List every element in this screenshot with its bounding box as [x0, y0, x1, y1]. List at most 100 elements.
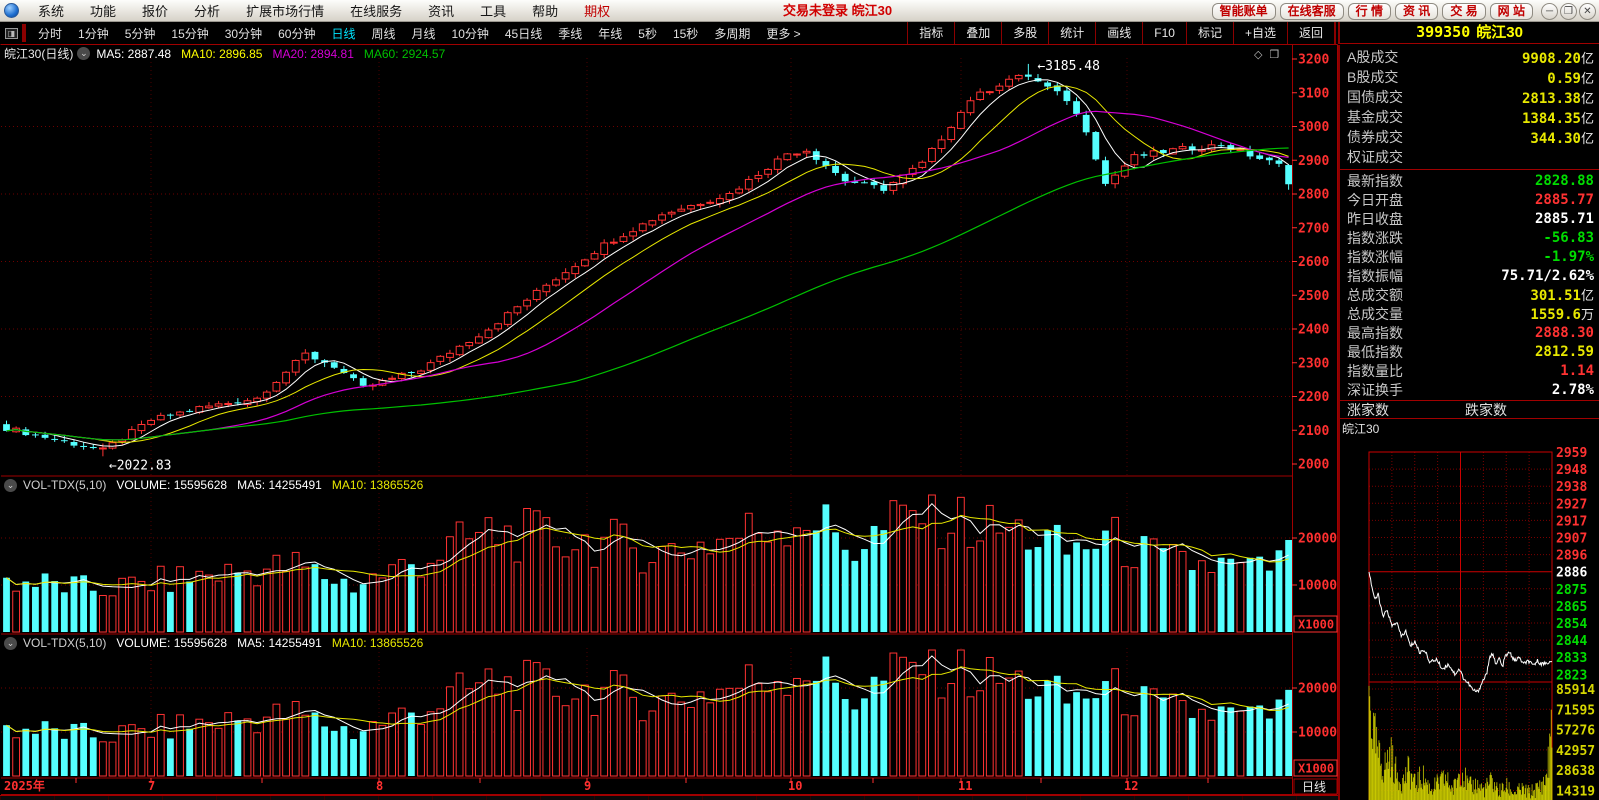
row-unit: 亿 — [1580, 50, 1594, 66]
period-item-9[interactable]: 10分钟 — [451, 26, 489, 41]
ma-legend-item-2: MA20: 2894.81 — [272, 46, 354, 61]
period-item-11[interactable]: 季线 — [558, 26, 583, 41]
titlebar-button-2[interactable]: 行 情 — [1347, 2, 1391, 20]
menu-item-8[interactable]: 帮助 — [532, 4, 559, 19]
row-label: 指数涨幅 — [1347, 248, 1403, 265]
period-item-15[interactable]: 多周期 — [714, 26, 751, 41]
tool-button-8[interactable]: 返回 — [1286, 22, 1334, 44]
titlebar-button-3[interactable]: 资 讯 — [1394, 2, 1439, 20]
tool-button-6[interactable]: 标记 — [1185, 22, 1233, 44]
titlebar-button-0[interactable]: 智能账单 — [1211, 2, 1276, 20]
y-tick-label: 2300 — [1298, 356, 1329, 371]
restore-button[interactable]: ❐ — [1560, 3, 1577, 20]
minimize-button[interactable]: ─ — [1541, 3, 1558, 20]
mini-price-tick: 2938 — [1556, 480, 1587, 495]
menu-item-7[interactable]: 工具 — [480, 4, 507, 19]
menu-item-9[interactable]: 期权 — [584, 4, 611, 19]
candlestick-chart-canvas[interactable]: 3200 3100 3000 2900 2800 2700 2600 2500 2400 2300… — [0, 44, 1338, 795]
period-item-6[interactable]: 日线 — [331, 26, 356, 41]
tool-button-4[interactable]: 画线 — [1095, 22, 1142, 44]
tool-button-7[interactable]: +自选 — [1232, 22, 1287, 44]
period-item-7[interactable]: 周线 — [371, 26, 396, 41]
index-row: 指数振幅 75.71/2.62% — [1340, 266, 1599, 285]
login-status: 交易未登录 皖江30 — [783, 3, 893, 18]
vol-header-seg-1: VOLUME: 15595628 — [116, 636, 228, 650]
mark-diamond-icon[interactable]: ◇ — [1254, 49, 1263, 61]
menu-item-0[interactable]: 系统 — [38, 4, 65, 19]
titlebar-button-1[interactable]: 在线客服 — [1279, 2, 1344, 20]
row-label: 深证换手 — [1347, 381, 1403, 398]
row-label: 基金成交 — [1347, 109, 1403, 125]
index-row: 总成交额 301.51亿 — [1340, 285, 1599, 305]
tool-button-3[interactable]: 统计 — [1048, 22, 1095, 44]
row-label: 昨日收盘 — [1347, 210, 1403, 227]
volume-pane1-header: ⌄ VOL-TDX(5,10) VOLUME: 15595628 MA5: 14255… — [4, 478, 433, 492]
period-item-5[interactable]: 60分钟 — [278, 26, 316, 41]
period-item-4[interactable]: 30分钟 — [224, 26, 263, 41]
period-item-3[interactable]: 15分钟 — [171, 26, 209, 41]
row-value: 2828.88 — [1534, 172, 1594, 189]
mini-volume-layer — [1368, 685, 1553, 800]
market-row: B股成交 0.59亿 — [1340, 67, 1599, 87]
annotations-layer: ←3185.48 ←2022.83 — [109, 59, 1100, 473]
period-item-1[interactable]: 1分钟 — [78, 26, 109, 41]
intraday-chart-canvas[interactable]: 2959 2948 2938 2927 2917 2907 2896 2886 2875 2865… — [1340, 435, 1599, 800]
period-item-13[interactable]: 5秒 — [638, 26, 657, 41]
row-value: -1.97% — [1543, 248, 1594, 265]
split-pane-icon[interactable]: ◨ — [5, 27, 18, 39]
menu-item-2[interactable]: 报价 — [142, 4, 169, 19]
stock-code: 399350 — [1416, 23, 1471, 41]
collapse-chevron-icon[interactable]: ⌄ — [4, 636, 17, 650]
collapse-chevron-icon[interactable]: ⌄ — [4, 478, 17, 492]
tool-button-5[interactable]: F10 — [1142, 22, 1186, 44]
row-label: 今日开盘 — [1347, 191, 1403, 208]
mini-volume-tick: 57276 — [1556, 724, 1595, 739]
intraday-mini-chart: 皖江30 2959 2948 2938 2927 2917 2907 2896 2886 287… — [1340, 419, 1599, 800]
frame-layer — [0, 44, 1338, 795]
y-tick-label: 3000 — [1298, 120, 1329, 135]
tool-button-0[interactable]: 指标 — [919, 26, 944, 40]
row-unit: 亿 — [1580, 110, 1594, 126]
period-item-8[interactable]: 月线 — [411, 26, 436, 41]
y-tick-label: 2700 — [1298, 221, 1329, 236]
stock-name: 皖江30 — [1476, 24, 1523, 41]
row-unit: 万 — [1580, 307, 1594, 322]
row-value: 0.59亿 — [1547, 70, 1594, 87]
close-button[interactable]: ✕ — [1579, 3, 1596, 20]
period-item-14[interactable]: 15秒 — [672, 26, 699, 41]
market-row: 国债成交 2813.38亿 — [1340, 87, 1599, 107]
mini-price-tick: 2823 — [1556, 668, 1587, 683]
menu-item-5[interactable]: 在线服务 — [350, 4, 403, 19]
titlebar-buttons: 智能账单 在线客服行 情资 讯交 易网 站 — [1211, 1, 1533, 21]
period-item-10[interactable]: 45日线 — [504, 26, 543, 41]
row-value: 1559.6万 — [1530, 307, 1594, 323]
volume-tick-label: 20000 — [1298, 532, 1337, 547]
period-item-0[interactable]: 分时 — [38, 26, 63, 41]
menu-item-6[interactable]: 资讯 — [428, 4, 455, 19]
tool-button-1[interactable]: 叠加 — [954, 22, 1001, 44]
menu-item-3[interactable]: 分析 — [194, 4, 221, 19]
period-item-16[interactable]: 更多 > — [766, 26, 801, 41]
y-tick-label: 2200 — [1298, 390, 1329, 405]
volume-bars-layer — [3, 494, 1293, 777]
row-label: 债券成交 — [1347, 129, 1403, 145]
market-row: A股成交 9908.20亿 — [1340, 47, 1599, 67]
menu-item-4[interactable]: 扩展市场行情 — [246, 4, 325, 19]
mini-price-tick: 2917 — [1556, 514, 1587, 529]
titlebar-button-5[interactable]: 网 站 — [1489, 2, 1533, 20]
period-item-2[interactable]: 5分钟 — [124, 26, 156, 41]
chart-corner-icons: ◇ ❐ — [1254, 48, 1279, 61]
menu-item-1[interactable]: 功能 — [90, 4, 117, 19]
row-label: 最新指数 — [1347, 172, 1403, 189]
period-item-12[interactable]: 年线 — [598, 26, 623, 41]
pane-layout-icon[interactable]: ❐ — [1269, 49, 1280, 61]
app-logo-icon[interactable] — [4, 3, 19, 18]
quote-title: 399350 皖江30 — [1338, 22, 1599, 44]
row-value: 2813.38亿 — [1521, 90, 1594, 107]
tool-button-2[interactable]: 多股 — [1001, 22, 1048, 44]
row-label: 指数量比 — [1347, 362, 1403, 379]
mini-price-tick: 2927 — [1556, 497, 1587, 512]
collapse-chevron-icon[interactable]: ⌄ — [77, 47, 91, 60]
row-label: B股成交 — [1347, 69, 1399, 85]
titlebar-button-4[interactable]: 交 易 — [1442, 2, 1486, 20]
